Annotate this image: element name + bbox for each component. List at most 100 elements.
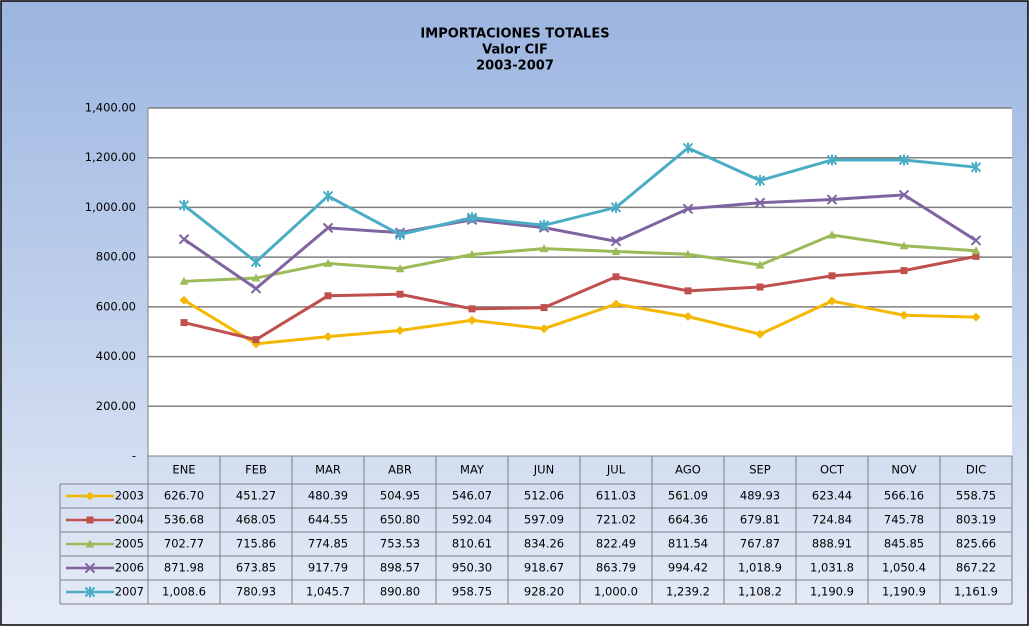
marker [610, 201, 622, 213]
x-tick-label: OCT [820, 463, 845, 477]
table-cell: 1,031.8 [810, 561, 854, 575]
table-cell: 724.84 [812, 513, 852, 527]
table-cell: 546.07 [452, 489, 492, 503]
marker [682, 142, 694, 154]
table-cell: 611.03 [596, 489, 636, 503]
marker [971, 246, 981, 255]
marker [250, 283, 262, 294]
legend-label: 2006 [115, 561, 144, 575]
marker [826, 154, 838, 166]
table-cell: 928.20 [524, 585, 564, 599]
x-tick-label: ABR [388, 463, 412, 477]
table-cell: 803.19 [956, 513, 996, 527]
table-cell: 679.81 [740, 513, 780, 527]
marker [395, 264, 405, 273]
x-tick-label: MAY [460, 463, 485, 477]
legend-marker [86, 516, 94, 524]
marker [396, 290, 404, 298]
marker [612, 273, 620, 281]
marker [898, 189, 910, 201]
table-cell: 597.09 [524, 513, 564, 527]
table-cell: 888.91 [812, 537, 852, 551]
marker [467, 315, 477, 325]
table-cell: 822.49 [596, 537, 636, 551]
y-tick-label: - [132, 449, 136, 463]
marker [826, 194, 838, 205]
y-tick-label: 600.00 [96, 299, 136, 313]
marker [539, 244, 549, 253]
marker [754, 175, 766, 187]
table-cell: 644.55 [308, 513, 348, 527]
y-tick-label: 400.00 [96, 349, 136, 363]
marker [898, 154, 910, 166]
table-cell: 650.80 [380, 513, 420, 527]
marker [827, 296, 837, 306]
marker [540, 304, 548, 312]
marker [324, 292, 332, 300]
table-cell: 721.02 [596, 513, 636, 527]
y-tick-label: 1,200.00 [85, 150, 136, 164]
marker [899, 241, 909, 250]
chart-title: IMPORTACIONES TOTALES [420, 27, 609, 42]
table-cell: 558.75 [956, 489, 996, 503]
table-cell: 664.36 [668, 513, 708, 527]
table-cell: 480.39 [308, 489, 348, 503]
marker [827, 230, 837, 239]
marker [970, 161, 982, 173]
table-cell: 871.98 [164, 561, 204, 575]
marker [611, 247, 621, 256]
y-tick-label: 1,000.00 [85, 200, 136, 214]
marker [755, 329, 765, 339]
series-line [183, 298, 977, 346]
x-tick-label: SEP [749, 463, 771, 477]
marker [900, 267, 908, 275]
table-cell: 566.16 [884, 489, 924, 503]
table-cell: 745.78 [884, 513, 924, 527]
series-line [183, 193, 977, 291]
marker [682, 203, 694, 215]
table-cell: 811.54 [668, 537, 708, 551]
chart-period: 2003-2007 [476, 59, 554, 74]
x-tick-label: JUN [533, 463, 554, 477]
table-cell: 825.66 [956, 537, 996, 551]
plot-area [148, 108, 1012, 456]
table-cell: 536.68 [164, 513, 204, 527]
x-tick-label: ENE [172, 463, 195, 477]
table-cell: 1,161.9 [954, 585, 998, 599]
table-cell: 918.67 [524, 561, 564, 575]
x-tick-label: AGO [675, 463, 701, 477]
marker [394, 229, 406, 241]
legend-label: 2004 [115, 513, 144, 527]
table-cell: 1,190.9 [810, 585, 854, 599]
legend-marker [85, 491, 95, 501]
marker [683, 249, 693, 258]
marker [755, 260, 765, 269]
table-cell: 626.70 [164, 489, 204, 503]
table-cell: 845.85 [884, 537, 924, 551]
legend-marker [85, 539, 95, 548]
marker [684, 287, 692, 295]
table-cell: 898.57 [380, 561, 420, 575]
marker [899, 310, 909, 320]
legend-label: 2005 [115, 537, 144, 551]
marker [754, 197, 766, 208]
marker [178, 234, 190, 245]
table-cell: 1,239.2 [666, 585, 710, 599]
marker [179, 295, 189, 305]
table-cell: 489.93 [740, 489, 780, 503]
table-cell: 512.06 [524, 489, 564, 503]
marker [468, 305, 476, 313]
table-cell: 863.79 [596, 561, 636, 575]
table-cell: 834.26 [524, 537, 564, 551]
marker [322, 190, 334, 202]
marker [179, 276, 189, 285]
x-tick-label: NOV [891, 463, 916, 477]
marker [323, 258, 333, 267]
table-cell: 767.87 [740, 537, 780, 551]
table-cell: 504.95 [380, 489, 420, 503]
marker [756, 283, 764, 291]
table-cell: 592.04 [452, 513, 492, 527]
marker [250, 256, 262, 268]
y-tick-label: 200.00 [96, 399, 136, 413]
